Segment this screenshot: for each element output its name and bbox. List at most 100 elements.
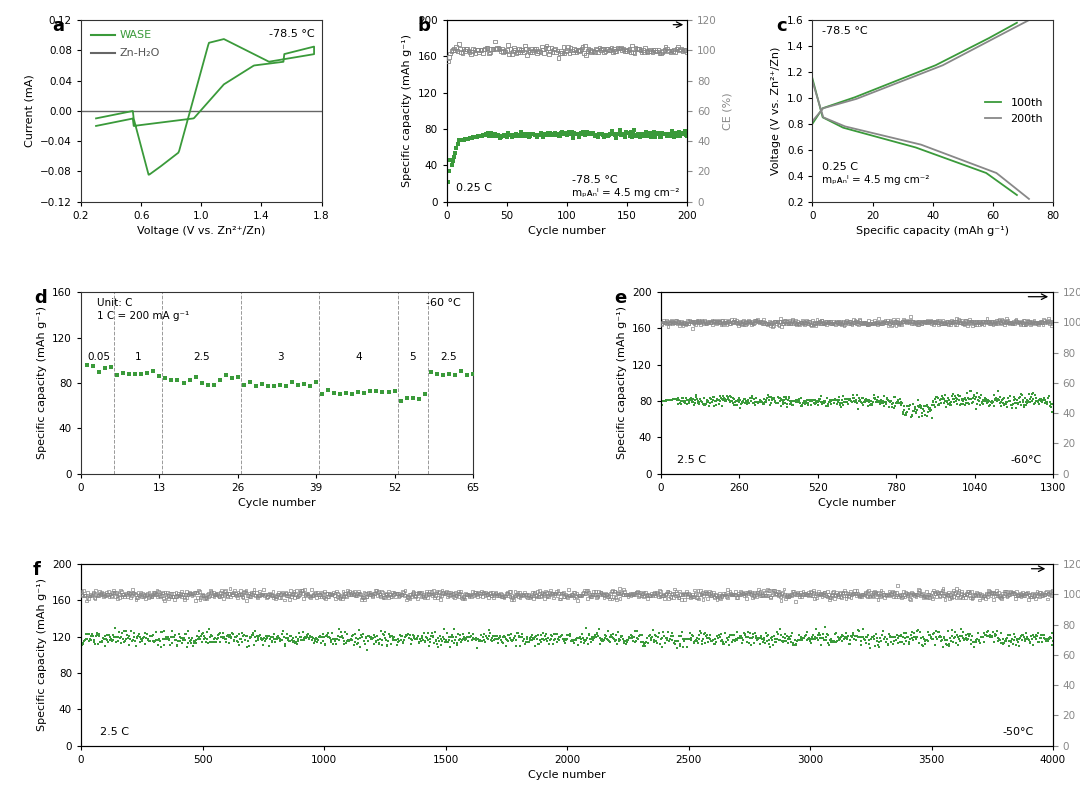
Point bbox=[139, 592, 157, 604]
Point bbox=[81, 589, 98, 602]
Point bbox=[225, 588, 242, 601]
Point bbox=[1002, 316, 1020, 329]
Point bbox=[508, 47, 525, 60]
Point bbox=[84, 588, 102, 600]
Point bbox=[934, 641, 951, 654]
Point bbox=[1020, 314, 1037, 327]
Point bbox=[801, 393, 819, 406]
Point bbox=[935, 631, 953, 644]
Point bbox=[638, 588, 656, 601]
Point bbox=[566, 634, 583, 647]
Point bbox=[1001, 395, 1018, 408]
Point bbox=[623, 39, 640, 52]
Point bbox=[453, 46, 470, 59]
Point bbox=[916, 399, 933, 412]
Point bbox=[134, 587, 151, 600]
Point bbox=[795, 315, 812, 328]
Point bbox=[1028, 629, 1045, 642]
Point bbox=[967, 393, 984, 405]
Point bbox=[675, 587, 692, 600]
Point bbox=[666, 316, 684, 329]
Point bbox=[540, 48, 557, 60]
Point bbox=[639, 637, 657, 650]
Point bbox=[889, 314, 906, 326]
Point bbox=[777, 397, 794, 409]
Point bbox=[991, 589, 1009, 602]
Point bbox=[918, 634, 935, 647]
Point bbox=[969, 317, 986, 330]
Point bbox=[490, 632, 508, 645]
Point bbox=[894, 406, 912, 419]
Point bbox=[456, 44, 473, 57]
Point bbox=[662, 393, 679, 406]
Point bbox=[662, 316, 679, 329]
Point bbox=[340, 588, 357, 601]
Point bbox=[697, 399, 714, 412]
Point bbox=[773, 635, 791, 648]
Point bbox=[929, 391, 946, 404]
Point bbox=[1041, 588, 1058, 601]
Point bbox=[498, 44, 515, 56]
Point bbox=[943, 399, 960, 412]
Point bbox=[827, 318, 845, 331]
Point bbox=[1010, 588, 1027, 601]
Point bbox=[581, 629, 598, 642]
Point bbox=[962, 314, 980, 327]
Point bbox=[337, 588, 354, 601]
Point bbox=[730, 632, 747, 645]
Point bbox=[922, 404, 940, 417]
Point bbox=[734, 634, 752, 646]
Point bbox=[711, 629, 728, 642]
Point bbox=[622, 589, 639, 602]
Point bbox=[406, 633, 423, 646]
Point bbox=[997, 584, 1014, 597]
Point bbox=[969, 633, 986, 646]
Point bbox=[754, 315, 771, 328]
Point bbox=[1043, 406, 1061, 419]
Point bbox=[380, 385, 397, 398]
Point bbox=[572, 633, 590, 646]
Point bbox=[797, 629, 814, 642]
Point bbox=[1041, 586, 1058, 599]
Point bbox=[779, 400, 796, 413]
Point bbox=[456, 631, 473, 644]
Point bbox=[378, 639, 395, 652]
Point bbox=[764, 318, 781, 330]
Point bbox=[829, 588, 847, 601]
Point bbox=[289, 588, 307, 601]
Point bbox=[762, 588, 780, 601]
Point bbox=[691, 316, 708, 329]
Point bbox=[327, 584, 345, 597]
Point bbox=[508, 634, 525, 646]
Point bbox=[348, 589, 365, 602]
Point bbox=[332, 630, 349, 643]
Point bbox=[924, 627, 942, 640]
Point bbox=[509, 588, 526, 600]
Point bbox=[951, 398, 969, 411]
Point bbox=[607, 44, 624, 57]
Point bbox=[370, 637, 388, 650]
Point bbox=[640, 128, 658, 141]
Point bbox=[867, 317, 885, 330]
Point bbox=[497, 45, 514, 58]
Point bbox=[865, 317, 882, 330]
Point bbox=[289, 590, 307, 603]
Point bbox=[106, 621, 123, 634]
Point bbox=[940, 587, 957, 600]
Point bbox=[798, 314, 815, 327]
Point bbox=[824, 317, 841, 330]
Point bbox=[758, 392, 775, 405]
Point bbox=[863, 397, 880, 410]
Point bbox=[994, 591, 1011, 604]
Point bbox=[841, 318, 859, 330]
Point bbox=[253, 588, 270, 601]
Point bbox=[998, 397, 1015, 410]
Point bbox=[779, 590, 796, 603]
Point bbox=[689, 584, 706, 597]
Point bbox=[921, 404, 939, 417]
Point bbox=[657, 127, 674, 140]
Point bbox=[498, 585, 515, 598]
Point bbox=[702, 317, 719, 330]
Point bbox=[72, 588, 90, 601]
Point bbox=[865, 586, 882, 599]
